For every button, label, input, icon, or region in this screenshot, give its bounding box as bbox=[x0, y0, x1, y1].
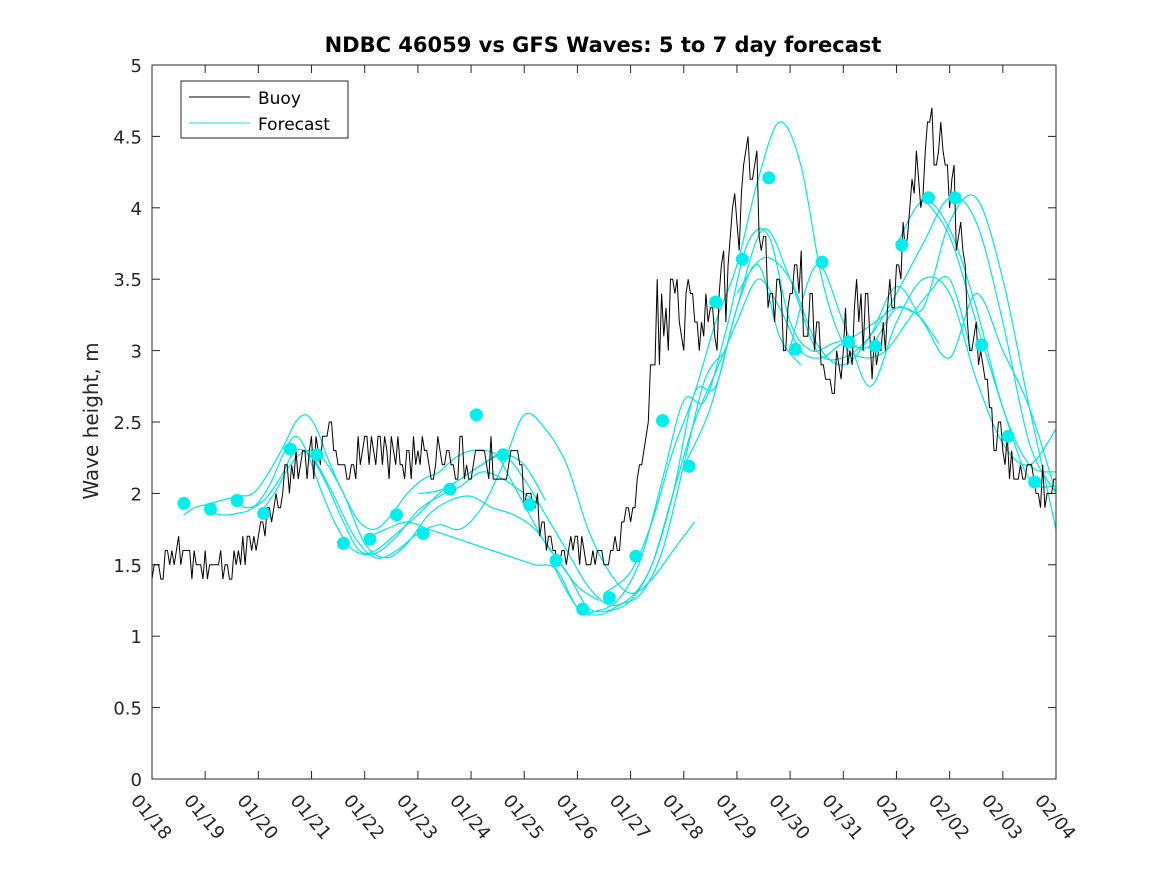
legend-box bbox=[180, 80, 349, 139]
x-tick-label: 01/23 bbox=[392, 791, 441, 844]
y-tick-label: 4.5 bbox=[113, 127, 142, 148]
forecast-marker bbox=[629, 549, 643, 563]
x-tick-label: 01/27 bbox=[605, 791, 654, 844]
y-tick-label: 3.5 bbox=[113, 270, 142, 291]
forecast-line-11 bbox=[736, 256, 1057, 494]
forecast-marker bbox=[177, 496, 191, 510]
legend: Buoy Forecast bbox=[180, 80, 349, 139]
x-tick-label: 01/21 bbox=[286, 791, 335, 844]
y-tick-label: 2 bbox=[131, 484, 142, 505]
forecast-marker bbox=[868, 339, 882, 353]
forecast-line-8 bbox=[550, 228, 940, 614]
forecast-line-9 bbox=[603, 121, 972, 594]
y-tick-label: 1 bbox=[131, 627, 142, 648]
forecast-line-5 bbox=[364, 350, 727, 616]
forecast-marker bbox=[257, 506, 271, 520]
y-tick-label: 2.5 bbox=[113, 413, 142, 434]
x-tick-label: 02/01 bbox=[871, 791, 920, 844]
y-axis-label: Wave height, m bbox=[79, 342, 103, 499]
forecast-marker bbox=[204, 502, 217, 516]
x-tick-label: 01/19 bbox=[179, 791, 228, 844]
forecast-marker bbox=[283, 442, 297, 456]
forecast-marker bbox=[523, 498, 537, 512]
x-tick-label: 01/18 bbox=[126, 791, 175, 844]
x-tick-label: 01/31 bbox=[817, 791, 866, 844]
x-tick-label: 01/30 bbox=[764, 791, 813, 844]
x-tick-label: 01/26 bbox=[552, 791, 601, 844]
y-tick-label: 0 bbox=[131, 770, 142, 791]
x-tick-label: 02/04 bbox=[1030, 791, 1079, 844]
forecast-marker bbox=[709, 295, 723, 309]
forecast-marker bbox=[788, 342, 802, 356]
forecast-marker bbox=[363, 532, 377, 546]
forecast-marker bbox=[656, 414, 669, 428]
x-tick-label: 01/24 bbox=[445, 791, 494, 844]
x-tick-label: 01/28 bbox=[658, 791, 707, 844]
x-tick-label: 01/22 bbox=[339, 791, 388, 844]
forecast-marker bbox=[230, 494, 244, 507]
forecast-marker bbox=[496, 448, 510, 462]
forecast-marker bbox=[1001, 429, 1015, 443]
buoy-line-group bbox=[151, 107, 1056, 580]
forecast-marker bbox=[735, 252, 749, 266]
y-tick-label: 5 bbox=[131, 56, 142, 77]
forecast-line-13 bbox=[843, 194, 1057, 530]
forecast-line-7 bbox=[497, 278, 865, 613]
forecast-marker bbox=[842, 335, 856, 349]
forecast-marker bbox=[682, 459, 696, 473]
forecast-marker bbox=[336, 536, 350, 550]
forecast-marker bbox=[443, 482, 457, 496]
forecast-marker bbox=[416, 526, 430, 540]
forecast-marker bbox=[549, 554, 563, 567]
legend-label-buoy: Buoy bbox=[258, 89, 301, 109]
x-tick-label: 02/03 bbox=[977, 791, 1026, 844]
chart-title: NDBC 46059 vs GFS Waves: 5 to 7 day fore… bbox=[325, 33, 882, 57]
x-tick-label: 01/20 bbox=[233, 791, 282, 844]
x-tick-label: 01/29 bbox=[711, 791, 760, 844]
forecast-marker bbox=[815, 255, 829, 269]
forecast-marker bbox=[390, 508, 404, 522]
forecast-marker bbox=[948, 191, 962, 205]
forecast-marker bbox=[895, 238, 909, 252]
y-tick-label: 4 bbox=[131, 199, 142, 220]
y-tick-label: 3 bbox=[131, 342, 142, 363]
forecast-marker bbox=[921, 191, 935, 205]
plot-frame bbox=[151, 64, 1057, 780]
x-tick-label: 01/25 bbox=[498, 791, 547, 844]
forecast-marker bbox=[576, 602, 590, 616]
x-tick-label: 02/02 bbox=[924, 791, 973, 844]
forecast-markers bbox=[177, 171, 1042, 616]
forecast-marker bbox=[310, 448, 324, 462]
forecast-marker bbox=[1028, 475, 1042, 489]
plot-area bbox=[152, 65, 1056, 779]
forecast-marker bbox=[469, 408, 483, 422]
buoy-line bbox=[151, 107, 1056, 580]
y-tick-label: 1.5 bbox=[113, 556, 142, 577]
forecast-marker bbox=[602, 591, 616, 605]
forecast-marker bbox=[975, 338, 989, 352]
legend-label-forecast: Forecast bbox=[258, 115, 330, 135]
y-tick-label: 0.5 bbox=[113, 699, 142, 720]
forecast-marker bbox=[762, 171, 776, 185]
